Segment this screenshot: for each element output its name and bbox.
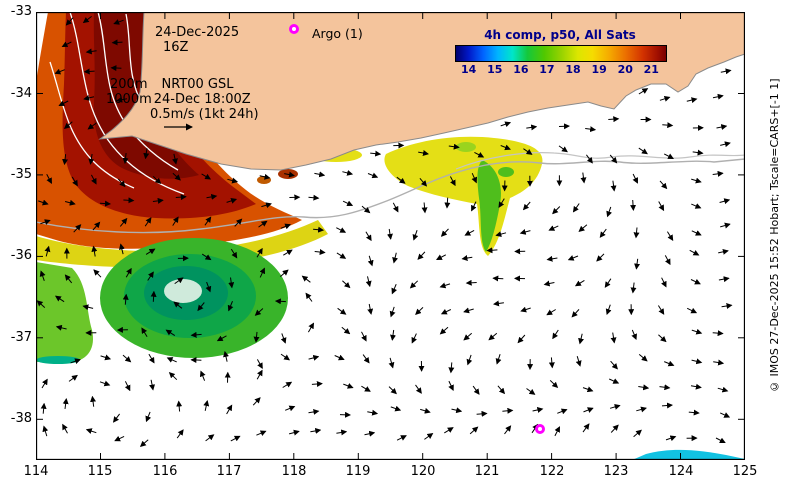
x-tick-label: 122 (539, 464, 565, 479)
vector-scale-arrow-icon (164, 123, 193, 131)
x-tick-label: 118 (281, 464, 307, 479)
argo-label: Argo (1) (312, 26, 363, 41)
credit-text: © IMOS 27-Dec-2025 15:52 Hobart; Tscale=… (768, 78, 781, 394)
x-tick-label: 120 (410, 464, 436, 479)
sst-field (36, 12, 745, 460)
x-tick-label: 117 (216, 464, 242, 479)
x-tick-label: 116 (152, 464, 178, 479)
colorbar-tick: 20 (617, 63, 633, 76)
y-tick-label: -38 (10, 411, 32, 426)
depth-model-line: 200m NRT00 GSL (110, 77, 233, 92)
colorbar-tick: 17 (539, 63, 555, 76)
x-tick-label: 121 (474, 464, 500, 479)
colorbar-tick: 18 (565, 63, 581, 76)
x-tick-label: 114 (23, 464, 49, 479)
colorbar-tick: 21 (643, 63, 659, 76)
axis-ticks (36, 12, 745, 459)
valid-time-line: 1000m 24-Dec 18:00Z (106, 92, 251, 107)
x-tick-label: 124 (668, 464, 694, 479)
y-tick-label: -36 (10, 248, 32, 263)
valid-time-label: 24-Dec 18:00Z (153, 92, 251, 107)
float-marker (535, 424, 545, 434)
plot-border (36, 12, 745, 460)
colorbar-tick: 19 (591, 63, 607, 76)
colorbar-tick: 15 (487, 63, 503, 76)
y-tick-label: -33 (10, 4, 32, 19)
date-label: 24-Dec-2025 (155, 25, 240, 40)
colorbar-title: 4h comp, p50, All Sats (484, 28, 636, 42)
x-tick-label: 115 (87, 464, 113, 479)
y-tick-label: -37 (10, 330, 32, 345)
argo-marker (289, 24, 299, 34)
time-label: 16Z (163, 40, 189, 55)
vector-scale-label: 0.5m/s (1kt 24h) (150, 107, 259, 122)
colorbar-tick: 14 (461, 63, 477, 76)
colorbar-tick: 16 (513, 63, 529, 76)
y-tick-label: -34 (10, 86, 32, 101)
depth2-label: 1000m (106, 92, 152, 107)
x-tick-label: 123 (603, 464, 629, 479)
model-label: NRT00 GSL (161, 77, 234, 92)
current-vector-field (36, 16, 733, 447)
x-tick-label: 119 (345, 464, 371, 479)
x-tick-label: 125 (732, 464, 758, 479)
colorbar-tick-labels: 14 15 16 17 18 19 20 21 (461, 63, 659, 76)
colorbar-gradient (455, 45, 667, 62)
depth-label: 200m (110, 77, 148, 92)
y-tick-label: -35 (10, 167, 32, 182)
